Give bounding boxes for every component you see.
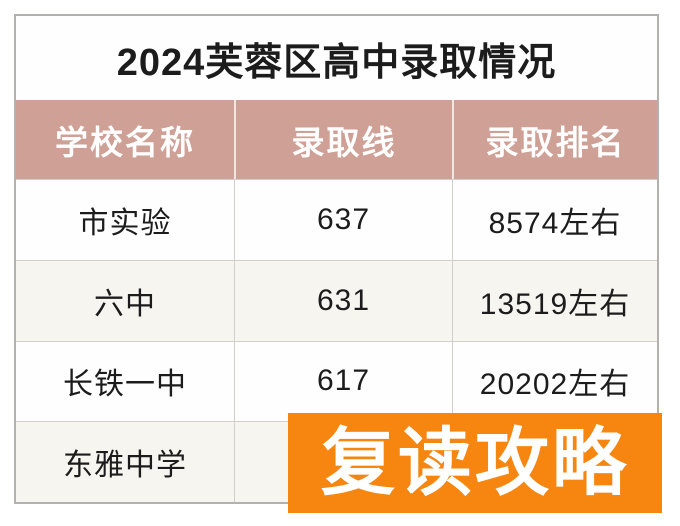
cell-school: 六中 [94, 287, 156, 321]
table-row: 市实验 637 8574左右 [16, 179, 657, 260]
table-header-row: 学校名称 录取线 录取排名 [16, 100, 657, 179]
banner-label: 复读攻略 [321, 421, 629, 504]
repeat-study-guide-banner: 复读攻略 [288, 413, 662, 513]
cell-score: 617 [234, 341, 452, 422]
table-row: 长铁一中 617 20202左右 [16, 340, 657, 422]
header-admission-line: 录取线 [234, 100, 452, 179]
cell-score [234, 422, 452, 502]
cell-school: 东雅中学 [63, 449, 187, 483]
cell-score: 637 [234, 180, 452, 260]
cell-school: 长铁一中 [63, 368, 187, 402]
cell-rank: 8574左右 [452, 180, 657, 260]
cell-school: 市实验 [78, 206, 172, 240]
cell-rank: 13519左右 [452, 260, 657, 341]
admission-table: 2024芙蓉区高中录取情况 学校名称 录取线 录取排名 市实验 637 8574… [14, 14, 659, 504]
header-admission-rank: 录取排名 [452, 100, 657, 179]
header-school-name: 学校名称 [55, 123, 195, 161]
cell-rank: 20202左右 [452, 341, 657, 422]
cell-score: 631 [234, 260, 452, 341]
table-title-row: 2024芙蓉区高中录取情况 [16, 16, 657, 100]
table-row: 六中 631 13519左右 [16, 259, 657, 341]
page-title: 2024芙蓉区高中录取情况 [116, 41, 557, 84]
